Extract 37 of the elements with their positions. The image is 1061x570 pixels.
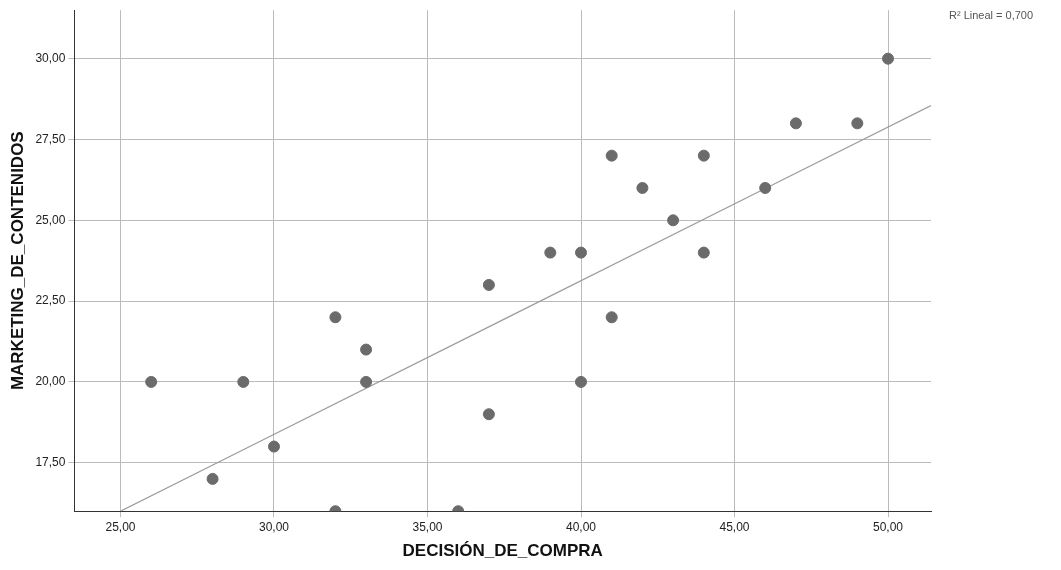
y-tick-label: 27,50 [35, 131, 66, 146]
point [482, 408, 495, 421]
point [636, 181, 649, 194]
point [759, 181, 772, 194]
point [544, 246, 557, 259]
point [482, 278, 495, 291]
point [360, 375, 373, 388]
point [851, 117, 864, 130]
x-tick-label: 50,00 [873, 519, 904, 534]
x-tick-label: 35,00 [412, 519, 443, 534]
y-tick-label: 20,00 [35, 374, 66, 389]
point [206, 472, 219, 485]
x-tick-label: 25,00 [105, 519, 136, 534]
point [882, 52, 895, 65]
y-tick-label: 30,00 [35, 51, 66, 65]
point [329, 311, 342, 324]
x-axis-title: DECISIÓN_DE_COMPRA [402, 541, 603, 561]
y-tick-label: 17,50 [35, 455, 66, 470]
point [267, 440, 280, 453]
point [697, 149, 710, 162]
y-tick-label: 22,50 [35, 293, 66, 308]
point [789, 117, 802, 130]
point [360, 343, 373, 356]
point [605, 149, 618, 162]
point [237, 375, 250, 388]
point [667, 214, 680, 227]
x-tick-label: 40,00 [565, 519, 597, 534]
y-tick-label: 25,00 [35, 212, 66, 227]
point [605, 311, 618, 324]
point [575, 375, 587, 388]
point [697, 246, 710, 259]
point [145, 375, 158, 388]
y-axis-title: MARKETING_DE_CONTENIDOS [7, 131, 27, 391]
x-tick-label: 30,00 [258, 519, 290, 534]
point [575, 246, 587, 259]
x-tick-label: 45,00 [719, 519, 750, 534]
text: R² Lineal = 0,700 [949, 8, 1034, 21]
